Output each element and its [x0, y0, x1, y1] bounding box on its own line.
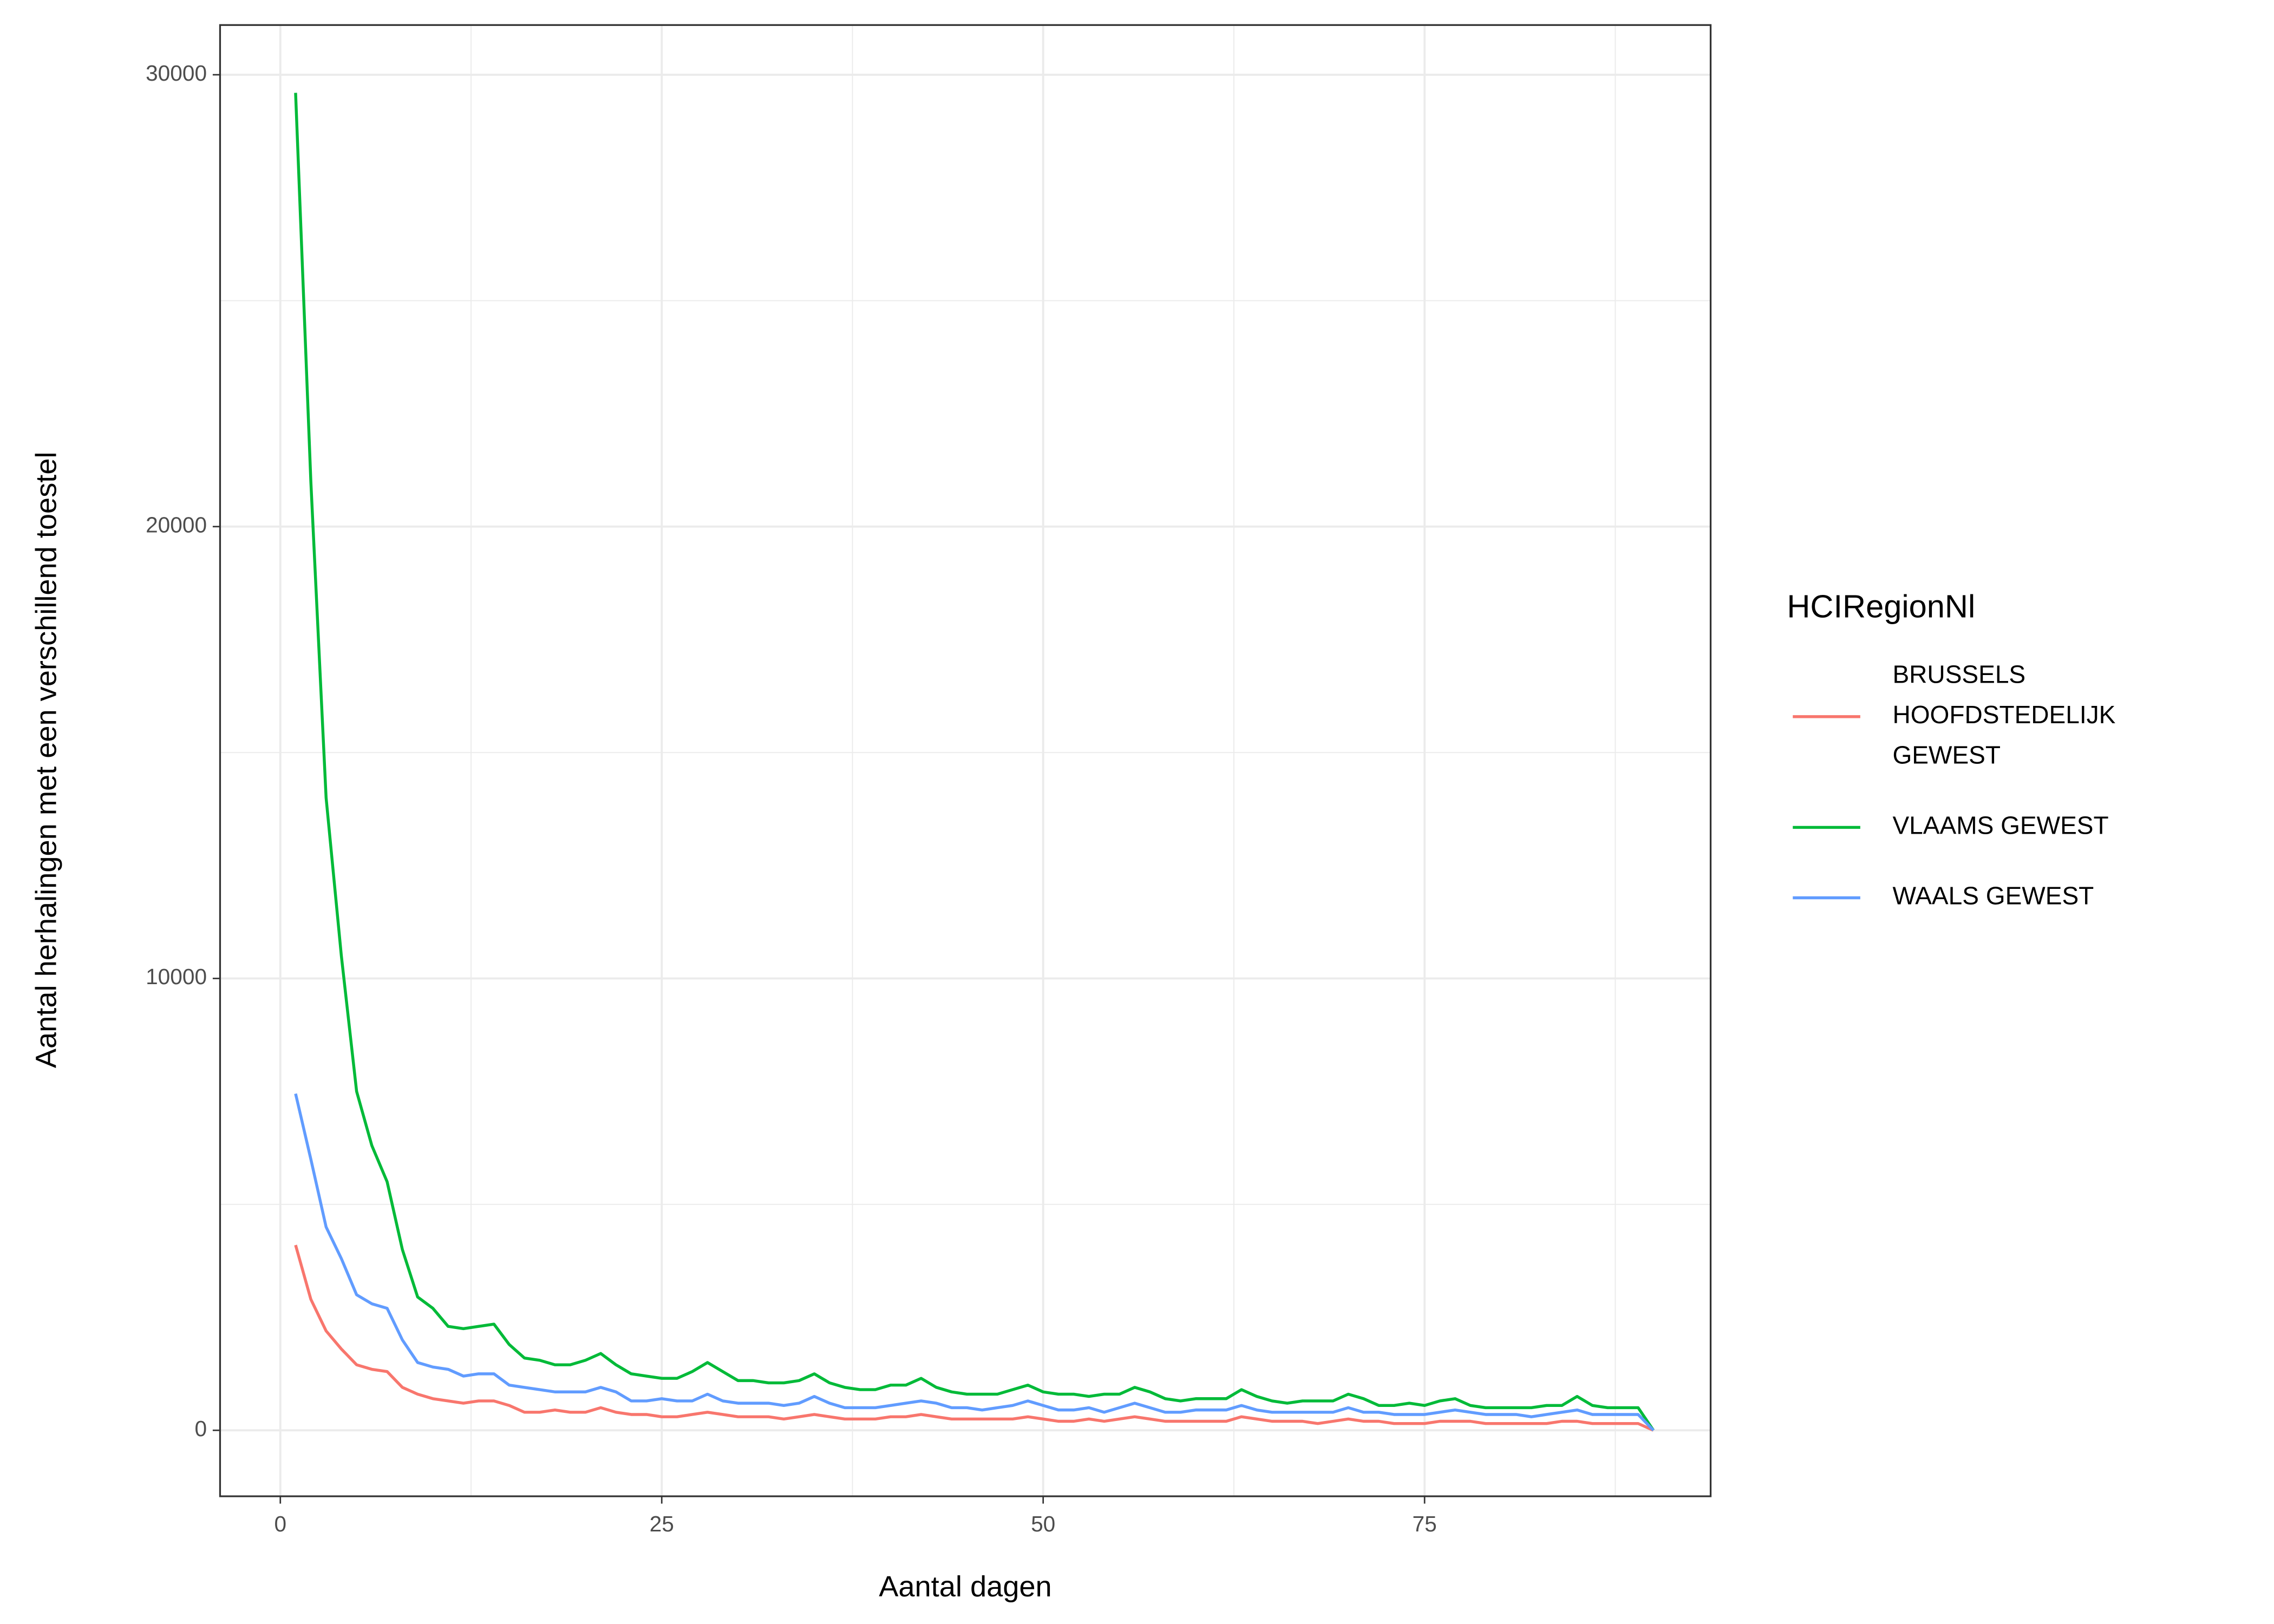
y-tick-label: 20000	[146, 513, 207, 538]
legend-title: HCIRegionNl	[1787, 588, 1975, 624]
x-tick-label: 25	[650, 1511, 674, 1536]
x-tick-label: 0	[274, 1511, 286, 1536]
series-line	[294, 93, 1655, 1431]
legend-label: WAALS GEWEST	[1892, 882, 2094, 910]
x-tick-label: 50	[1031, 1511, 1055, 1536]
panel-background	[220, 25, 1711, 1497]
y-tick-label: 0	[194, 1416, 207, 1441]
x-axis-title: Aantal dagen	[879, 1570, 1051, 1603]
y-axis-title: Aantal herhalingen met een verschillend …	[30, 451, 63, 1068]
legend-label: VLAAMS GEWEST	[1892, 811, 2108, 840]
legend-label: BRUSSELS HOOFDSTEDELIJK GEWEST	[1892, 660, 2115, 769]
x-tick-label: 75	[1413, 1511, 1437, 1536]
y-tick-label: 30000	[146, 61, 207, 86]
series-line	[294, 1093, 1655, 1432]
y-tick-label: 10000	[146, 964, 207, 989]
series-line	[294, 1245, 1654, 1432]
panel-border	[219, 24, 1712, 1497]
